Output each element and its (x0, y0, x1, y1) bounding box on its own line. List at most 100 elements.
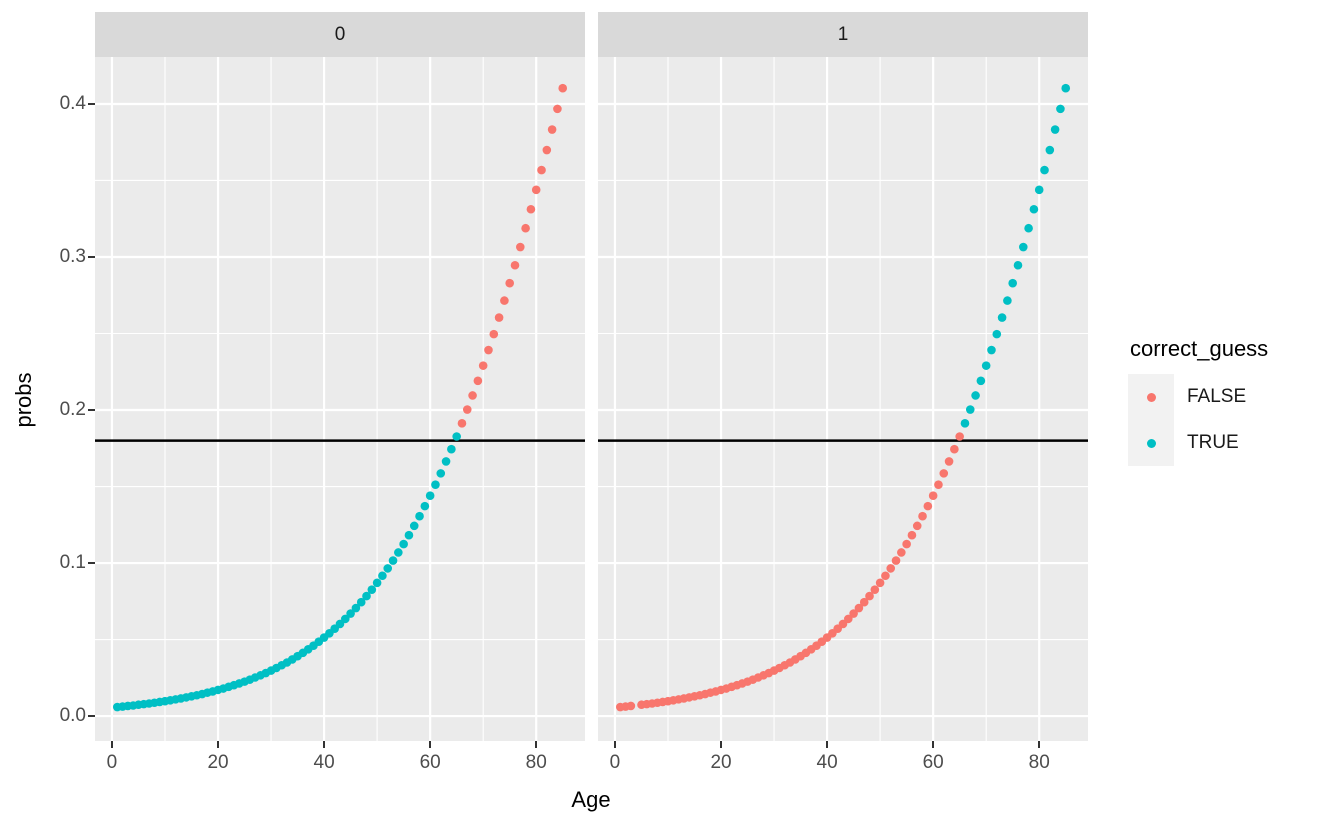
data-point-true (367, 585, 377, 594)
x-tick-mark (110, 741, 113, 748)
data-point-true (997, 313, 1007, 322)
data-point-false (854, 603, 864, 613)
data-point-false (923, 501, 933, 511)
x-axis-title: Age (571, 787, 611, 812)
data-point-false (950, 444, 959, 454)
x-tick-label: 60 (419, 752, 441, 773)
legend-point-icon (1146, 392, 1156, 402)
facet-strip-label: 0 (334, 23, 346, 45)
facet-panel-1 (598, 57, 1088, 741)
x-tick-label: 80 (525, 752, 547, 773)
data-point-false (526, 204, 536, 214)
x-tick-mark (1038, 741, 1041, 748)
data-point-true (346, 609, 355, 618)
data-point-true (976, 376, 986, 386)
data-point-false (865, 591, 874, 601)
legend-label: FALSE (1187, 386, 1247, 407)
legend-entries: FALSE TRUE (1128, 374, 1268, 466)
data-point-true (1040, 165, 1049, 175)
data-point-false (928, 491, 938, 501)
data-point-true (378, 571, 387, 581)
y-tick-mark (88, 409, 95, 412)
data-point-false (955, 432, 964, 441)
data-point-false (547, 125, 557, 134)
data-point-false (478, 361, 488, 370)
x-tick-label: 40 (313, 752, 335, 773)
data-point-false (886, 564, 896, 573)
facet-strip-1: 1 (598, 12, 1088, 57)
data-point-true (1029, 204, 1039, 214)
legend-point-icon (1146, 438, 1156, 448)
legend-title: correct_guess (1130, 336, 1269, 361)
data-point-true (452, 432, 461, 441)
x-tick-label: 0 (609, 752, 621, 773)
data-point-true (356, 597, 366, 607)
x-tick-label: 40 (816, 752, 838, 773)
data-point-false (521, 223, 530, 233)
data-point-true (965, 405, 975, 414)
data-point-true (383, 564, 393, 573)
data-point-false (468, 391, 477, 400)
data-point-true (436, 469, 446, 478)
y-tick-mark (88, 715, 95, 718)
data-point-true (1034, 185, 1044, 195)
data-point-true (425, 491, 435, 501)
x-tick-label: 80 (1028, 752, 1050, 773)
data-point-false (875, 578, 885, 588)
data-point-true (1019, 242, 1028, 252)
data-point-true (362, 591, 371, 601)
data-point-false (542, 145, 552, 155)
facet-plot-area-1 (598, 57, 1088, 741)
data-point-true (992, 329, 1002, 339)
legend-key (1128, 420, 1174, 466)
y-tick-mark (88, 102, 95, 105)
y-tick-label: 0.2 (59, 399, 86, 421)
legend-key (1128, 374, 1174, 420)
x-tick-label: 20 (710, 752, 732, 773)
facet-panel-0 (95, 57, 585, 741)
data-point-true (420, 501, 430, 511)
data-point-false (489, 329, 499, 339)
x-tick-mark (720, 741, 723, 748)
data-point-false (870, 585, 880, 594)
data-point-false (849, 609, 858, 618)
x-tick-label: 60 (922, 752, 944, 773)
data-point-true (415, 511, 424, 521)
data-point-false (531, 185, 541, 195)
y-tick-mark (88, 562, 95, 565)
data-point-false (462, 405, 472, 414)
data-point-true (409, 521, 419, 531)
data-point-false (912, 521, 922, 531)
data-point-false (944, 457, 954, 466)
data-point-true (987, 345, 996, 355)
data-point-false (626, 701, 636, 711)
data-point-true (1008, 278, 1017, 288)
x-tick-mark (826, 741, 829, 748)
data-point-false (537, 165, 546, 175)
y-tick-label: 0.0 (59, 705, 86, 727)
data-point-true (1013, 260, 1023, 270)
data-point-true (1003, 296, 1012, 305)
data-point-true (971, 391, 980, 400)
legend-entry-false: FALSE (1128, 374, 1268, 420)
data-point-true (341, 614, 350, 624)
data-point-false (891, 556, 901, 565)
data-point-false (897, 548, 906, 557)
data-point-false (907, 530, 917, 540)
x-tick-mark (217, 741, 220, 748)
data-point-true (441, 457, 451, 466)
facet-plot-area-0 (95, 57, 585, 741)
x-tick-label: 0 (106, 752, 118, 773)
facet-strip-label: 1 (837, 23, 849, 45)
data-point-true (351, 603, 361, 613)
data-point-false (505, 278, 514, 288)
data-point-false (494, 313, 504, 322)
data-point-true (388, 556, 398, 565)
data-point-true (1024, 223, 1033, 233)
x-tick-mark (323, 741, 326, 748)
data-point-false (558, 83, 568, 93)
x-tick-mark (613, 741, 616, 748)
data-point-false (457, 419, 467, 428)
data-point-false (473, 376, 483, 386)
data-point-false (553, 104, 562, 114)
